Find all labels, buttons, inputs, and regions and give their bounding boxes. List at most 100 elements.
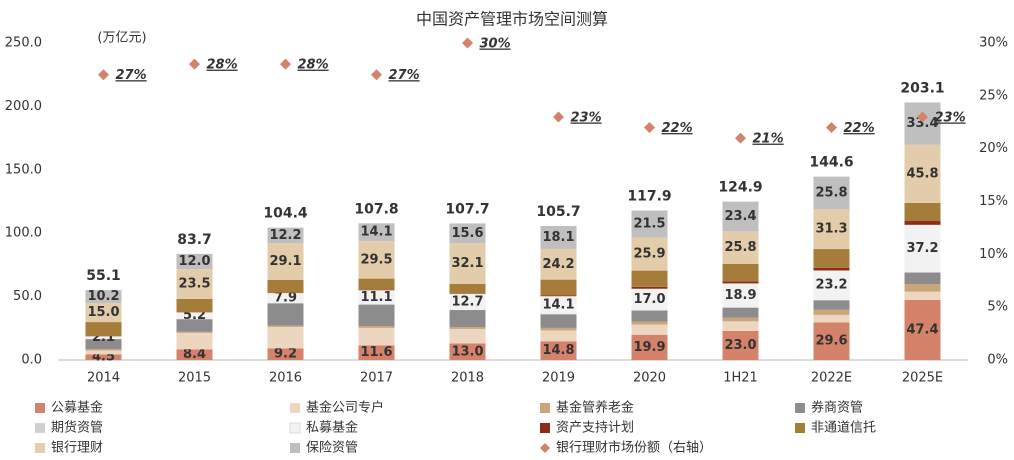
bar-segment — [722, 231, 759, 265]
y2-tick-label: 25% — [979, 88, 1008, 103]
y-tick-label: 100.0 — [5, 226, 42, 241]
segment-label: 29.6 — [815, 334, 847, 349]
bar-segment — [85, 349, 122, 351]
bar-segment — [85, 303, 122, 323]
bar-segment — [813, 309, 850, 315]
segment-label: 7.9 — [274, 291, 297, 306]
bar-segment — [722, 330, 759, 360]
share-label: 28% — [298, 58, 329, 73]
unit-label: (万亿元) — [97, 31, 146, 46]
segment-label: 23.5 — [178, 276, 210, 291]
y2-tick-label: 15% — [979, 194, 1008, 209]
segment-label: 25.8 — [815, 186, 847, 201]
total-label: 83.7 — [177, 232, 212, 248]
bar-segment — [267, 326, 304, 349]
bar-segment — [722, 264, 759, 282]
bar-segment — [449, 310, 486, 328]
bar-segment — [540, 330, 577, 342]
bar-segment — [85, 336, 122, 339]
y2-tick-label: 5% — [987, 300, 1008, 315]
legend-swatch — [289, 422, 301, 434]
segment-label: 15.6 — [451, 226, 483, 241]
bar-segment — [267, 243, 304, 280]
bar-segment — [813, 270, 850, 300]
legend-marker — [540, 443, 550, 453]
bar-segment — [85, 350, 122, 355]
y-tick-label: 50.0 — [13, 289, 42, 304]
legend-swatch — [35, 423, 45, 433]
bar-segment — [449, 223, 486, 244]
bar-segment — [540, 279, 577, 296]
bar-segment — [540, 248, 577, 280]
bar-segment — [449, 293, 486, 294]
bar-segment — [631, 324, 668, 335]
legend-label: 券商资管 — [811, 400, 863, 416]
legend-swatch — [795, 403, 805, 413]
x-tick-label: 2025E — [902, 371, 943, 386]
bar-segment — [722, 283, 759, 308]
bar-segment — [904, 221, 941, 225]
legend-label: 期货资管 — [51, 420, 103, 436]
segment-label: 18.9 — [724, 288, 756, 303]
legend-swatch — [540, 423, 550, 433]
bar-segment — [449, 243, 486, 284]
y-tick-label: 250.0 — [5, 36, 42, 51]
share-marker — [189, 58, 200, 70]
bar-segment — [813, 300, 850, 310]
segment-label: 31.3 — [815, 222, 847, 237]
bar-segment — [540, 314, 577, 328]
bar-segment — [449, 293, 486, 310]
segment-label: 12.7 — [451, 294, 483, 309]
bar-segment — [904, 202, 941, 222]
share-label: 23% — [935, 110, 966, 125]
bar-segment — [540, 327, 577, 331]
bar-segment — [813, 209, 850, 250]
segment-label: 23.2 — [815, 278, 847, 293]
segment-label: 23.0 — [724, 338, 756, 353]
segment-label: 11.1 — [360, 290, 392, 305]
x-tick-label: 2014 — [87, 371, 120, 386]
bar-segment — [540, 225, 577, 249]
bar-segment — [813, 176, 850, 210]
bar-segment — [904, 291, 941, 300]
bar-segment — [176, 253, 213, 270]
share-marker — [98, 69, 109, 81]
bar-segment — [813, 249, 850, 268]
share-label: 22% — [662, 121, 693, 136]
segment-label: 17.0 — [633, 292, 665, 307]
segment-label: 19.9 — [633, 340, 665, 355]
segment-label: 25.9 — [633, 247, 665, 262]
bar-segment — [358, 278, 395, 290]
legend-label: 公募基金 — [51, 400, 103, 416]
legend-label: 银行理财 — [51, 441, 103, 456]
total-label: 104.4 — [263, 206, 308, 222]
x-tick-label: 2017 — [360, 371, 393, 386]
segment-label: 47.4 — [906, 322, 938, 337]
legend-label: 资产支持计划 — [556, 421, 634, 436]
total-label: 124.9 — [718, 180, 762, 196]
segment-label: 29.1 — [269, 254, 301, 269]
share-marker — [644, 122, 655, 134]
bar-segment — [267, 348, 304, 360]
bar-segment — [358, 345, 395, 360]
legend-label: 基金管养老金 — [556, 400, 634, 416]
total-label: 55.1 — [86, 268, 121, 284]
bar-segment — [813, 314, 850, 323]
segment-label: 21.5 — [633, 217, 665, 232]
x-tick-label: 2018 — [451, 371, 484, 386]
segment-label: 37.2 — [906, 241, 938, 256]
legend-label: 非通道信托 — [811, 421, 876, 436]
legend-label: 银行理财市场份额（右轴） — [556, 440, 712, 456]
segment-label: 24.2 — [542, 257, 574, 272]
bar-segment — [358, 327, 395, 346]
segment-label: 14.1 — [360, 225, 392, 240]
y2-tick-label: 20% — [979, 141, 1008, 156]
bar-segment — [358, 223, 395, 242]
bar-segment — [631, 288, 668, 311]
x-tick-label: 2020 — [633, 371, 666, 386]
share-marker — [371, 69, 382, 81]
bar-segment — [904, 144, 941, 203]
bar-segment — [176, 349, 213, 360]
y-tick-label: 0.0 — [21, 353, 42, 368]
